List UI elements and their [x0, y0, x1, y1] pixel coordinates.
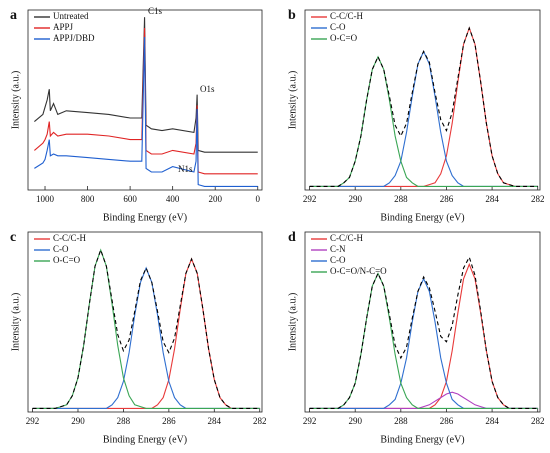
series-line — [34, 36, 258, 187]
series-line — [32, 257, 260, 409]
x-axis-title: Binding Energy (eV) — [103, 434, 187, 445]
series-line — [32, 248, 260, 409]
x-tick-label: 200 — [208, 194, 222, 204]
series-line — [32, 266, 260, 409]
x-tick-label: 282 — [531, 416, 545, 426]
x-tick-label: 284 — [485, 416, 499, 426]
legend-label: C-C/C-H — [53, 233, 87, 243]
panel: d Binding Energy (eV) Intensity (a.u.) 292 2… — [287, 230, 544, 445]
envelope-line — [309, 255, 538, 409]
series-line — [309, 272, 538, 409]
x-tick-label: 800 — [81, 194, 95, 204]
x-tick-label: 290 — [71, 416, 85, 426]
x-tick-label: 400 — [166, 194, 180, 204]
x-tick-label: 282 — [531, 194, 545, 204]
plot-frame — [27, 231, 263, 413]
x-axis-title: Binding Energy (eV) — [380, 212, 464, 223]
y-axis-title: Intensity (a.u.) — [287, 71, 298, 130]
legend-label: APPJ/DBD — [53, 33, 95, 43]
panel-label: b — [288, 8, 296, 23]
y-axis-title: Intensity (a.u.) — [10, 71, 21, 130]
panel: c Binding Energy (eV) Intensity (a.u.) 292 2… — [10, 230, 266, 445]
series-line — [309, 50, 538, 187]
series-line — [309, 55, 538, 187]
legend-label: C-O — [330, 255, 346, 265]
plot-frame — [27, 9, 263, 191]
y-axis-title: Intensity (a.u.) — [287, 293, 298, 352]
x-tick-label: 292 — [303, 416, 317, 426]
x-tick-label: 600 — [123, 194, 137, 204]
peak-annotation: N1s — [178, 164, 193, 174]
panel: b Binding Energy (eV) Intensity (a.u.) 292 2… — [287, 8, 544, 223]
x-tick-label: 292 — [303, 194, 317, 204]
x-tick-label: 288 — [394, 194, 408, 204]
legend-label: C-C/C-H — [330, 233, 364, 243]
panel-label: a — [10, 8, 17, 23]
x-tick-label: 282 — [253, 416, 267, 426]
y-axis-title: Intensity (a.u.) — [10, 293, 21, 352]
legend-label: C-O — [330, 22, 346, 32]
legend-label: C-N — [330, 244, 346, 254]
legend-label: APPJ — [53, 22, 74, 32]
x-tick-label: 286 — [440, 194, 454, 204]
series-line — [309, 391, 538, 409]
panel-label: c — [10, 230, 16, 245]
envelope-line — [309, 26, 538, 187]
plot-frame — [304, 9, 541, 191]
series-line — [309, 262, 538, 409]
x-tick-label: 0 — [255, 194, 260, 204]
x-tick-label: 288 — [117, 416, 131, 426]
x-tick-label: 284 — [485, 194, 499, 204]
peak-annotation: O1s — [200, 84, 215, 94]
series-line — [309, 277, 538, 409]
x-tick-label: 292 — [26, 416, 40, 426]
panel-label: d — [288, 230, 296, 245]
envelope-line — [32, 248, 260, 409]
x-tick-label: 288 — [394, 416, 408, 426]
legend-label: C-O — [53, 244, 69, 254]
legend-label: O-C=O — [53, 255, 81, 265]
x-tick-label: 286 — [440, 416, 454, 426]
legend-label: O-C=O/N-C=O — [330, 266, 387, 276]
peak-annotation: C1s — [148, 6, 163, 16]
legend-label: Untreated — [53, 11, 89, 21]
plot-frame — [304, 231, 541, 413]
x-tick-label: 286 — [162, 416, 176, 426]
x-tick-label: 1000 — [36, 194, 55, 204]
x-tick-label: 290 — [348, 416, 362, 426]
x-tick-label: 290 — [348, 194, 362, 204]
legend-label: C-C/C-H — [330, 11, 364, 21]
x-tick-label: 284 — [208, 416, 222, 426]
x-axis-title: Binding Energy (eV) — [380, 434, 464, 445]
legend-label: O-C=O — [330, 33, 358, 43]
panel: a Binding Energy (eV) Intensity (a.u.) 1000… — [10, 6, 263, 223]
x-axis-title: Binding Energy (eV) — [103, 212, 187, 223]
